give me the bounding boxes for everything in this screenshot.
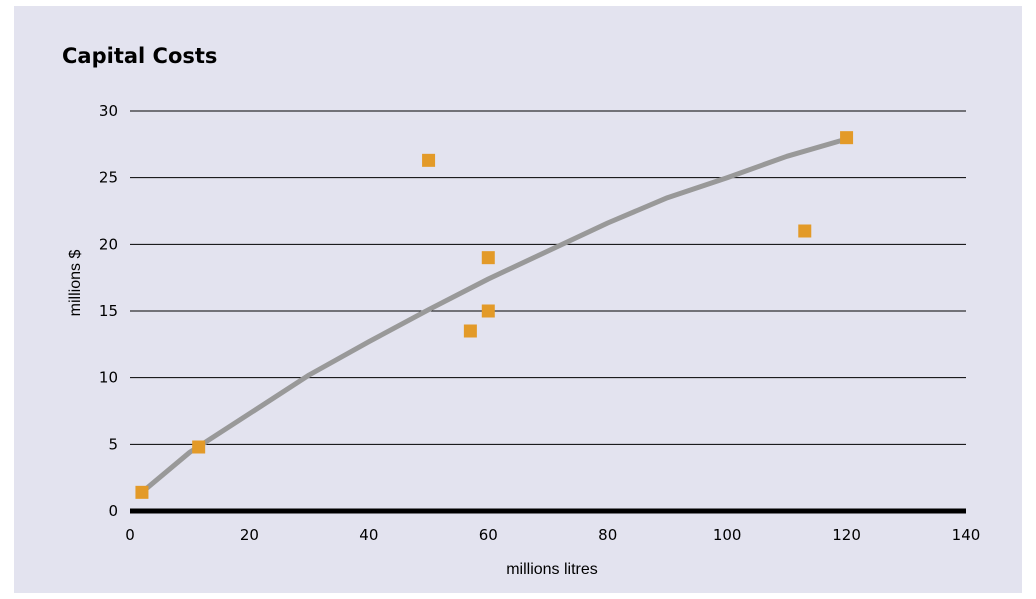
x-tick-label: 100: [713, 526, 742, 544]
chart-title: Capital Costs: [62, 44, 218, 68]
trendline: [139, 136, 850, 495]
y-tick-label: 30: [99, 102, 118, 120]
tick-labels: 0 5 10 15 20 25 30 0 20 40 60 80 100 120 140: [99, 102, 980, 544]
data-point: [481, 251, 495, 265]
data-point: [840, 131, 854, 145]
x-tick-label: 20: [240, 526, 259, 544]
x-tick-label: 80: [598, 526, 617, 544]
y-tick-label: 5: [108, 435, 118, 453]
data-point: [135, 485, 149, 499]
y-tick-label: 25: [99, 169, 118, 187]
y-tick-label: 20: [99, 235, 118, 253]
scatter-plot: 0 5 10 15 20 25 30 0 20 40 60 80 100 120 140 millions …: [67, 102, 980, 578]
x-axis-label: millions litres: [506, 561, 598, 578]
gridlines: [130, 110, 966, 514]
data-points: [135, 131, 854, 499]
x-tick-label: 120: [832, 526, 861, 544]
data-point: [481, 304, 495, 318]
y-tick-label: 10: [99, 369, 118, 387]
y-tick-label: 0: [108, 502, 118, 520]
x-tick-label: 0: [125, 526, 135, 544]
y-axis-label: millions $: [67, 250, 84, 317]
data-point: [798, 224, 812, 238]
data-point: [422, 153, 436, 167]
trendline-layer: [139, 136, 850, 495]
x-tick-label: 140: [952, 526, 981, 544]
data-point: [463, 324, 477, 338]
data-point: [192, 440, 206, 454]
x-tick-label: 60: [479, 526, 498, 544]
chart-panel: Capital Costs 0 5 10 15 20 25 30 0 20 40 60 80 100 12…: [14, 6, 1022, 593]
x-tick-label: 40: [359, 526, 378, 544]
y-tick-label: 15: [99, 302, 118, 320]
